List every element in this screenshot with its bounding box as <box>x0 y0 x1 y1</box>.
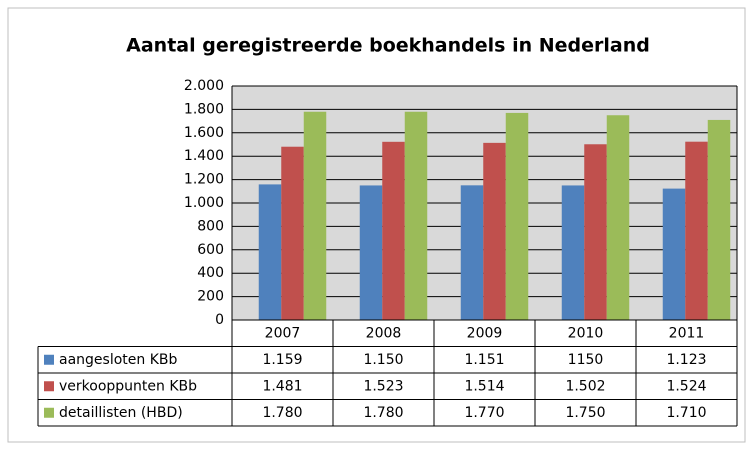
legend-key <box>44 354 54 365</box>
data-table-value: 1.770 <box>464 405 504 421</box>
y-tick-label: 1.800 <box>184 101 224 117</box>
bar <box>584 144 607 320</box>
y-tick-label: 1.000 <box>184 195 224 211</box>
x-tick-label: 2011 <box>669 325 705 341</box>
legend-key <box>44 407 54 418</box>
x-tick-label: 2008 <box>366 325 402 341</box>
data-table-value: 1.780 <box>262 405 302 421</box>
data-table-value: 1.750 <box>565 405 605 421</box>
legend-label: verkooppunten KBb <box>59 378 197 394</box>
data-table-value: 1.151 <box>464 352 504 368</box>
bar <box>460 185 484 320</box>
bar <box>606 115 630 320</box>
bar <box>505 112 529 320</box>
y-tick-label: 2.000 <box>184 78 224 94</box>
y-tick-label: 400 <box>197 265 224 281</box>
data-table-value: 1.481 <box>262 378 302 394</box>
data-table-value: 1.123 <box>666 352 706 368</box>
bar <box>281 146 304 320</box>
data-table-value: 1.780 <box>363 405 403 421</box>
data-table-value: 1.514 <box>464 378 504 394</box>
bar <box>707 119 731 321</box>
x-tick-label: 2010 <box>568 325 604 341</box>
x-tick-label: 2009 <box>467 325 503 341</box>
data-table-value: 1.159 <box>262 352 302 368</box>
bar <box>382 141 405 320</box>
bar <box>404 111 428 321</box>
bar <box>258 184 282 320</box>
legend-label: detaillisten (HBD) <box>59 405 183 421</box>
y-tick-label: 800 <box>197 218 224 234</box>
y-tick-label: 200 <box>197 289 224 305</box>
bar <box>685 141 708 320</box>
data-table-value: 1.710 <box>666 405 706 421</box>
x-tick-label: 2007 <box>265 325 301 341</box>
y-tick-label: 600 <box>197 242 224 258</box>
y-tick-label: 1.200 <box>184 172 224 188</box>
y-tick-label: 1.400 <box>184 148 224 164</box>
y-tick-label: 1.600 <box>184 125 224 141</box>
legend-key <box>44 381 54 392</box>
bar <box>483 142 506 320</box>
data-table-value: 1150 <box>568 352 604 368</box>
y-tick-label: 0 <box>215 312 224 328</box>
bar <box>359 185 383 320</box>
chart-title: Aantal geregistreerde boekhandels in Ned… <box>126 35 650 57</box>
legend-label: aangesloten KBb <box>59 352 177 368</box>
bar <box>303 111 327 321</box>
bar <box>561 185 585 320</box>
data-table-value: 1.150 <box>363 352 403 368</box>
data-table-value: 1.524 <box>666 378 706 394</box>
data-table-value: 1.523 <box>363 378 403 394</box>
data-table-value: 1.502 <box>565 378 605 394</box>
bar <box>662 188 686 320</box>
